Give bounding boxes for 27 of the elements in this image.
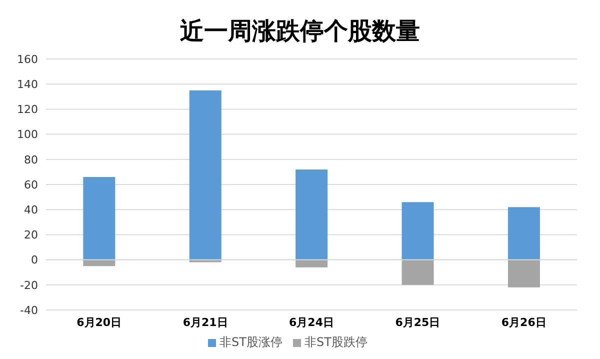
y-tick-label: -20 bbox=[20, 278, 38, 292]
bar bbox=[296, 169, 328, 260]
y-tick-label: 140 bbox=[17, 78, 38, 92]
y-tick-label: 80 bbox=[24, 153, 38, 166]
y-tick-label: 160 bbox=[17, 52, 38, 66]
bar bbox=[402, 202, 434, 260]
y-tick-label: -40 bbox=[20, 304, 38, 317]
bar bbox=[83, 176, 116, 260]
x-tick-label: 6月24日 bbox=[289, 316, 334, 329]
bar bbox=[508, 207, 540, 260]
y-tick-label: 60 bbox=[24, 178, 38, 192]
bar bbox=[189, 90, 222, 260]
legend-label: 非ST股跌停 bbox=[304, 335, 368, 349]
x-tick-label: 6月26日 bbox=[501, 316, 546, 329]
y-tick-label: 20 bbox=[24, 228, 38, 242]
bar bbox=[402, 260, 434, 285]
y-tick-label: 120 bbox=[17, 103, 38, 116]
x-tick-label: 6月25日 bbox=[395, 316, 440, 329]
x-tick-label: 6月20日 bbox=[76, 316, 122, 329]
y-tick-label: 40 bbox=[24, 204, 38, 217]
legend-label: 非ST股涨停 bbox=[220, 335, 282, 349]
y-tick-label: 0 bbox=[31, 254, 38, 267]
bar bbox=[508, 260, 540, 288]
chart-title: 近一周涨跌停个股数量 bbox=[179, 16, 421, 47]
x-tick-label: 6月21日 bbox=[182, 316, 228, 329]
y-tick-label: 100 bbox=[17, 128, 38, 142]
bar bbox=[296, 260, 328, 268]
